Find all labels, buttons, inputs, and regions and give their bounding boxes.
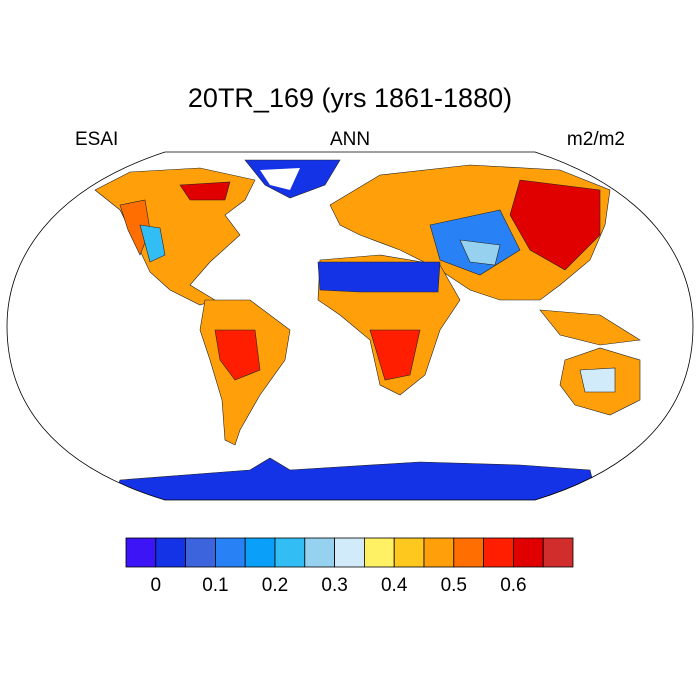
- colorbar-tick-label: 0.4: [381, 575, 408, 596]
- land-patch: [369, 329, 421, 381]
- land-patch: [579, 367, 616, 393]
- land-patch: [179, 181, 231, 201]
- colorbar-box: [125, 537, 157, 568]
- colorbar-tick-label: 0: [151, 575, 162, 596]
- colorbar-box: [185, 537, 216, 568]
- colorbar-box: [244, 537, 276, 568]
- center-string: ANN: [330, 129, 370, 150]
- colorbar-box: [304, 537, 335, 568]
- north-america: [94, 167, 256, 306]
- sahara: [317, 261, 441, 293]
- colorbar-tick-label: 0.5: [441, 575, 467, 596]
- map: [94, 159, 641, 500]
- colorbar-box: [513, 537, 544, 568]
- colorbar-tick-label: 0.6: [500, 575, 526, 596]
- colorbar-tick-label: 0.2: [262, 575, 288, 596]
- right-string: m2/m2: [567, 129, 625, 150]
- antarctica: [109, 457, 601, 500]
- colorbar-box: [483, 537, 514, 568]
- colorbar-box: [393, 537, 425, 568]
- maritime-asia: [539, 309, 641, 346]
- colorbar-box: [453, 537, 484, 568]
- colorbar-tick-label: 0.3: [321, 575, 347, 596]
- colorbar-box: [334, 537, 365, 568]
- colorbar-box: [214, 537, 246, 568]
- greenland-ice: [260, 168, 300, 190]
- land-patch: [459, 239, 501, 266]
- colorbar-tick-label: 0.1: [202, 575, 228, 596]
- colorbar-box: [155, 537, 187, 568]
- land-patch: [509, 179, 601, 271]
- colorbar-box: [423, 537, 455, 568]
- land-patch: [214, 329, 261, 381]
- colorbar-box: [274, 537, 306, 568]
- colorbar-box: [363, 537, 395, 568]
- colorbar-box: [542, 537, 574, 568]
- land-patch: [139, 224, 166, 263]
- title: 20TR_169 (yrs 1861-1880): [188, 83, 512, 113]
- left-string: ESAI: [75, 129, 118, 150]
- map-frame: [6, 151, 694, 501]
